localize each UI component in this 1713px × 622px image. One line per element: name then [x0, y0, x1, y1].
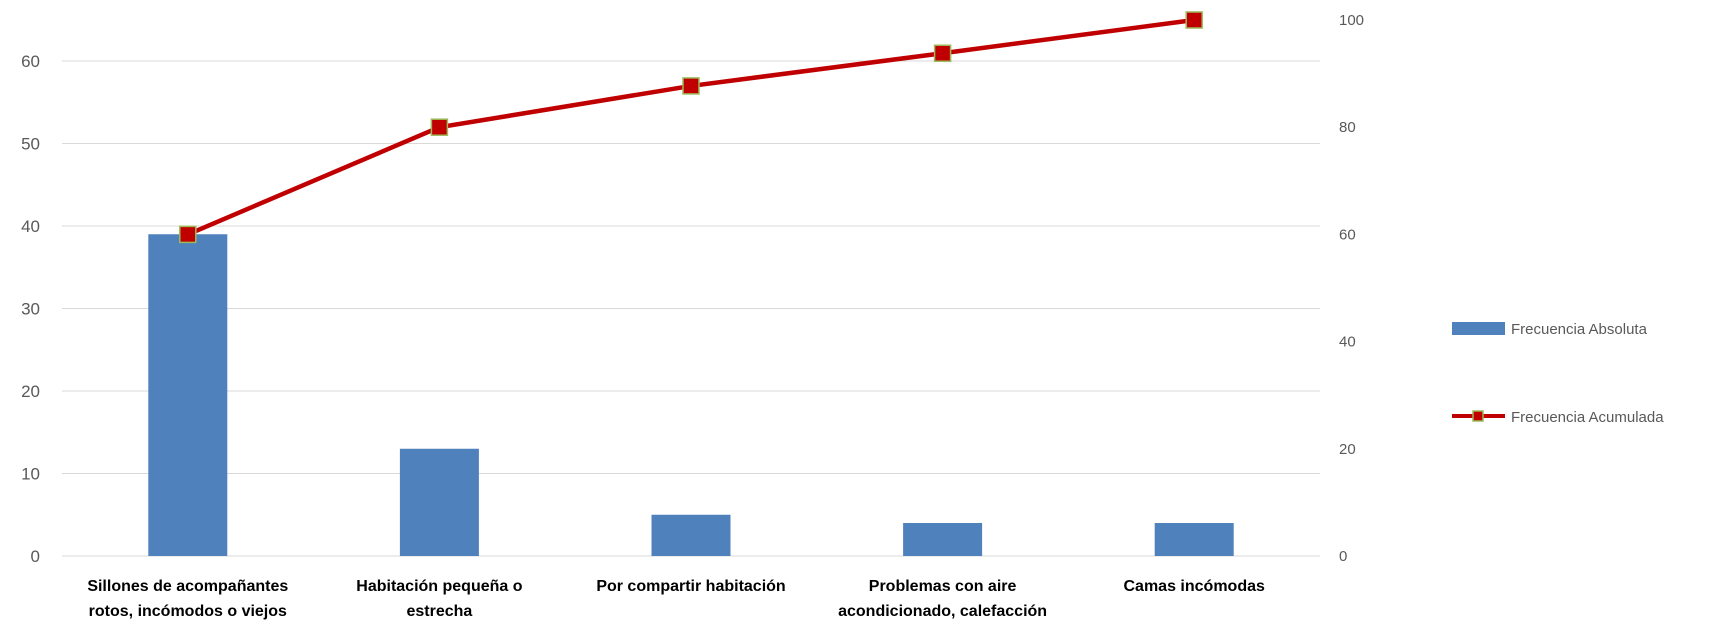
legend-label-absoluta: Frecuencia Absoluta [1511, 321, 1648, 338]
legend-marker-swatch [1472, 410, 1484, 422]
category-label: Por compartir habitación [596, 578, 785, 595]
category-label: Habitación pequeña o estrecha [356, 578, 522, 620]
right-axis-ticks: 0 20 40 60 80 100 [1339, 12, 1364, 565]
right-tick-label: 0 [1339, 548, 1347, 565]
cumulative-point [179, 225, 197, 244]
left-tick-label: 50 [21, 135, 40, 154]
legend-label-acumulada: Frecuencia Acumulada [1511, 409, 1664, 426]
cumulative-point [933, 44, 952, 62]
cumulative-point [1185, 11, 1203, 29]
bar [903, 523, 983, 556]
category-label: Sillones de acompañantes rotos, incómodos… [87, 578, 288, 620]
bar [651, 514, 731, 556]
bar [148, 234, 228, 556]
right-tick-label: 100 [1339, 12, 1364, 29]
category-label: Problemas con aire acondicionado, calefac… [838, 578, 1047, 620]
line-series [179, 11, 1203, 244]
category-label: Camas incómodas [1124, 578, 1265, 595]
legend: Frecuencia Absoluta Frecuencia Acumulada [1452, 321, 1664, 426]
cumulative-line [186, 17, 1195, 237]
bar [1154, 523, 1234, 556]
left-axis-ticks: 0 10 20 30 40 50 60 [21, 52, 40, 566]
right-tick-label: 20 [1339, 441, 1356, 458]
right-tick-label: 80 [1339, 119, 1356, 136]
left-tick-label: 40 [21, 217, 40, 236]
right-tick-label: 60 [1339, 226, 1356, 243]
right-tick-label: 40 [1339, 334, 1356, 351]
cumulative-point [682, 77, 700, 95]
bar-series [148, 234, 1234, 556]
gridlines [62, 60, 1320, 557]
left-tick-label: 10 [21, 465, 40, 484]
left-tick-label: 60 [21, 52, 40, 71]
left-tick-label: 30 [21, 300, 40, 319]
cumulative-point [430, 118, 449, 136]
legend-bar-swatch [1452, 322, 1505, 335]
left-tick-label: 0 [31, 547, 40, 566]
category-axis-labels: Sillones de acompañantes rotos, incómodos… [87, 578, 1265, 620]
bar [399, 448, 479, 556]
left-tick-label: 20 [21, 382, 40, 401]
